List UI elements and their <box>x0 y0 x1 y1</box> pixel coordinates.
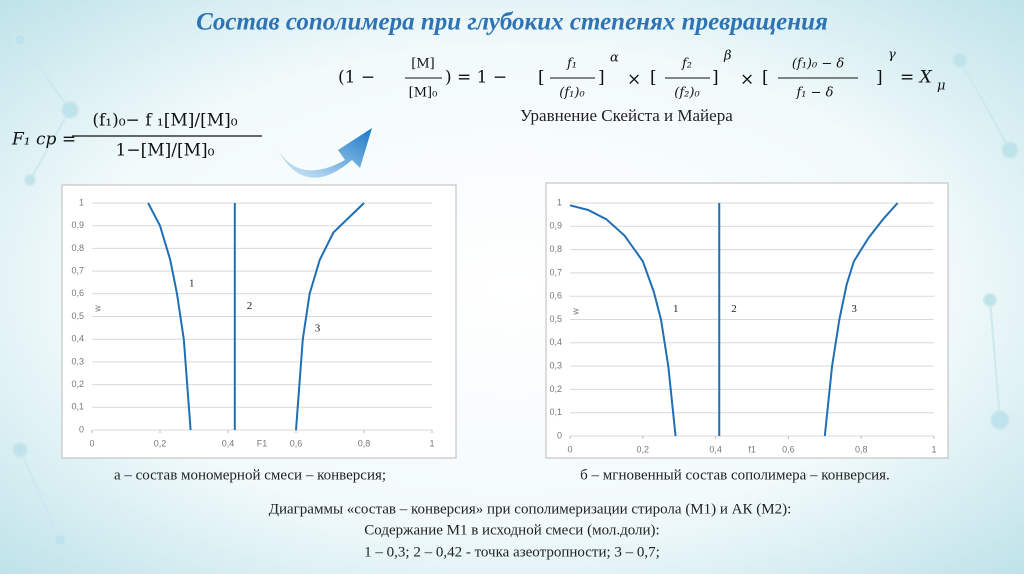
y-tick-label: 0,1 <box>71 402 84 412</box>
formula-lhs: F₁ ср = <box>11 130 76 150</box>
y-tick-label: 0,2 <box>549 384 562 394</box>
eq-part: γ <box>888 48 896 63</box>
x-tick-label: 0,8 <box>855 444 868 454</box>
x-axis-label: F1 <box>257 438 268 448</box>
y-axis-label: w <box>92 305 102 313</box>
y-tick-label: 0,3 <box>549 360 562 370</box>
x-tick-label: 0,4 <box>709 444 722 454</box>
caption-line: 1 – 0,3; 2 – 0,42 - точка азеотропности;… <box>364 544 660 560</box>
formula-numerator: (f₁)₀− f ₁[M]/[M]₀ <box>92 111 237 131</box>
y-tick-label: 0,4 <box>549 337 562 347</box>
eq-part: [ <box>538 68 545 88</box>
y-tick-label: 0,7 <box>549 267 562 277</box>
eq-part: = X <box>900 68 933 88</box>
eq-part: ] <box>876 68 883 88</box>
eq-part: [M]₀ <box>409 86 438 101</box>
series-line <box>147 202 192 431</box>
arrow <box>278 128 372 178</box>
eq-part: [ <box>650 68 657 88</box>
equation-caption: Уравнение Скейста и Майера <box>520 106 733 125</box>
series-line <box>569 204 677 437</box>
x-tick-label: 1 <box>429 438 434 448</box>
eq-part: f₁ <box>566 57 577 72</box>
title: Состав сополимера при глубоких степенях … <box>196 9 828 36</box>
y-axis-label: w <box>570 308 580 316</box>
series-line <box>295 202 365 431</box>
x-tick-label: 0 <box>89 438 94 448</box>
caption-b: б – мгновенный состав сополимера – конве… <box>580 467 890 483</box>
y-tick-label: 0,4 <box>71 334 84 344</box>
x-tick-label: 0,6 <box>782 444 795 454</box>
x-tick-label: 0 <box>567 444 572 454</box>
eq-part: × <box>627 70 641 90</box>
x-tick-label: 0,8 <box>358 438 371 448</box>
x-tick-label: 0,6 <box>290 438 303 448</box>
y-tick-label: 1 <box>79 197 84 207</box>
eq-part: (f₁)₀ <box>559 86 585 101</box>
series-line <box>823 202 899 437</box>
series-label: 1 <box>673 303 679 315</box>
chart-frame <box>545 182 949 459</box>
y-tick-label: 0,6 <box>549 291 562 301</box>
eq-part: ) = 1 − <box>445 68 507 88</box>
x-tick-label: 0,2 <box>637 444 650 454</box>
y-tick-label: 0,5 <box>549 314 562 324</box>
y-tick-label: 1 <box>557 197 562 207</box>
x-tick-label: 0,4 <box>222 438 235 448</box>
y-tick-label: 0,2 <box>71 379 84 389</box>
eq-part: μ <box>937 79 945 94</box>
eq-part: ] <box>712 68 719 88</box>
eq-part: (f₂)₀ <box>674 86 700 101</box>
y-tick-label: 0,8 <box>549 244 562 254</box>
eq-part: [ <box>762 68 769 88</box>
eq-part: ] <box>598 68 605 88</box>
x-tick-label: 0,2 <box>154 438 167 448</box>
eq-part: f₂ <box>681 57 692 72</box>
equation: (1 − [M] [M]₀ ) = 1 − [ f₁ (f₁)₀ ] α × [… <box>338 48 945 101</box>
y-tick-label: 0 <box>79 424 84 434</box>
eq-part: (f₁)₀ − δ <box>792 57 845 72</box>
eq-part: (1 − <box>338 68 375 88</box>
chart-frame <box>61 184 457 459</box>
eq-part: α <box>610 51 619 66</box>
eq-part: β <box>723 49 732 64</box>
y-tick-label: 0,9 <box>549 221 562 231</box>
series-label: 2 <box>247 300 253 312</box>
x-tick-label: 1 <box>931 444 936 454</box>
eq-part: f₁ − δ <box>795 86 833 101</box>
x-axis-label: f1 <box>748 444 756 454</box>
y-tick-label: 0,1 <box>549 407 562 417</box>
eq-part: × <box>740 70 754 90</box>
caption-line: Диаграммы «состав – конверсия» при сопол… <box>269 501 792 517</box>
y-tick-label: 0,6 <box>71 288 84 298</box>
molecule-decor <box>12 33 1019 547</box>
y-tick-label: 0,5 <box>71 311 84 321</box>
y-tick-label: 0,8 <box>71 243 84 253</box>
series-label: 3 <box>315 323 321 335</box>
eq-part: [M] <box>411 57 434 72</box>
series-label: 2 <box>731 303 737 315</box>
formula-denominator: 1−[M]/[M]₀ <box>116 141 215 161</box>
caption-line: Содержание М1 в исходной смеси (мол.доли… <box>364 522 659 538</box>
y-tick-label: 0,9 <box>71 220 84 230</box>
caption-a: а – состав мономерной смеси – конверсия; <box>114 467 386 483</box>
y-tick-label: 0,7 <box>71 265 84 275</box>
series-label: 1 <box>189 277 195 289</box>
y-tick-label: 0 <box>557 430 562 440</box>
series-label: 3 <box>851 303 857 315</box>
y-tick-label: 0,3 <box>71 356 84 366</box>
